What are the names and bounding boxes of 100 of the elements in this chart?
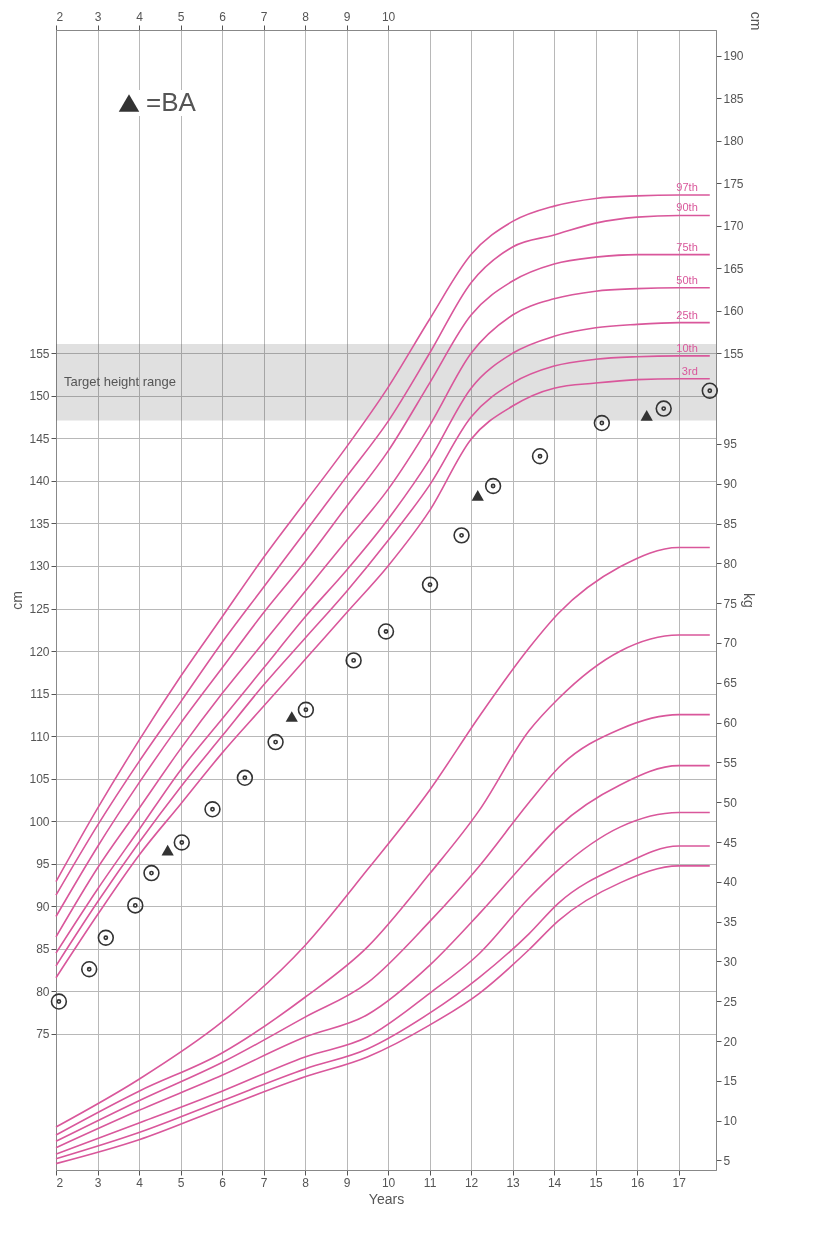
y-tick-label: 130 — [29, 559, 50, 574]
point — [97, 929, 115, 946]
y2-tick-label: 85 — [723, 517, 738, 532]
x2-tick-label: 7 — [260, 9, 268, 24]
point — [421, 576, 439, 593]
point — [655, 400, 672, 417]
y-tick-label: 135 — [29, 516, 50, 531]
point — [484, 477, 502, 495]
x-tick-label: 10 — [381, 1175, 396, 1190]
y2-tick-label: 45 — [723, 835, 738, 850]
y-tick-label: 140 — [29, 474, 50, 489]
x-tick-label: 5 — [177, 1175, 185, 1190]
y2-tick-label: 40 — [723, 875, 738, 890]
y2-tick-label: 75 — [723, 596, 738, 611]
series-label: 3rd — [681, 364, 698, 377]
line-series — [55, 634, 711, 1136]
y-tick-label: 115 — [30, 687, 50, 702]
y2-tick-label: 25 — [723, 994, 738, 1009]
point — [204, 801, 221, 818]
y3-axis-title: cm — [747, 11, 764, 31]
point — [377, 623, 395, 640]
y3-tick-label: 160 — [723, 304, 744, 319]
y2-tick-label: 55 — [723, 755, 738, 770]
x-tick-label: 14 — [547, 1175, 562, 1190]
x2-tick-label: 5 — [177, 9, 185, 24]
y2-axis-title: kg — [740, 593, 757, 608]
y3-tick-label: 175 — [723, 176, 744, 191]
y2-tick-label: 95 — [723, 437, 738, 452]
y-tick-label: 90 — [36, 899, 50, 914]
point — [50, 993, 68, 1010]
series-label: 90th — [676, 201, 698, 214]
x-tick-label: 16 — [630, 1175, 645, 1190]
y-tick-label: 155 — [29, 346, 50, 361]
y2-tick-label: 65 — [723, 676, 738, 691]
y3-tick-label: 155 — [723, 346, 744, 361]
y-tick-label: 85 — [36, 942, 50, 957]
line-series — [55, 546, 711, 1128]
y2-tick-label: 10 — [723, 1114, 738, 1129]
y2-tick-label: 35 — [723, 915, 738, 930]
y2-tick-label: 50 — [723, 795, 738, 810]
x-tick-label: 7 — [260, 1175, 268, 1190]
y2-tick-label: 70 — [723, 636, 738, 651]
point — [701, 382, 718, 399]
series-label: 75th — [676, 240, 698, 253]
x-tick-label: 4 — [136, 1175, 144, 1190]
y-tick-label: 110 — [30, 729, 50, 744]
x2-tick-label: 10 — [381, 9, 396, 24]
y-tick-label: 95 — [36, 857, 50, 872]
point — [173, 834, 190, 851]
point — [267, 733, 284, 751]
point — [297, 701, 315, 718]
y-tick-label: 145 — [29, 431, 50, 446]
y3-tick-label: 180 — [723, 134, 744, 149]
y-tick-label: 75 — [36, 1027, 50, 1042]
y3-tick-label: 165 — [723, 261, 744, 276]
x-tick-label: 9 — [343, 1175, 351, 1190]
x2-tick-label: 3 — [94, 9, 102, 24]
y-tick-label: 80 — [36, 984, 50, 999]
x-tick-label: 13 — [506, 1175, 521, 1190]
point — [345, 652, 362, 669]
point — [453, 527, 470, 544]
x-tick-label: 3 — [94, 1175, 102, 1190]
x-tick-label: 12 — [464, 1175, 479, 1190]
y2-tick-label: 5 — [723, 1153, 731, 1168]
series-label: 50th — [676, 273, 698, 286]
series-label: 25th — [676, 308, 698, 321]
x2-tick-label: 2 — [56, 9, 64, 24]
x-tick-label: 15 — [589, 1175, 604, 1190]
y3-tick-label: 185 — [723, 91, 744, 106]
y2-tick-label: 20 — [723, 1034, 738, 1049]
point — [143, 864, 160, 882]
x2-tick-label: 6 — [219, 9, 227, 24]
y2-tick-label: 60 — [723, 716, 738, 731]
y2-tick-label: 80 — [723, 556, 738, 571]
x-tick-label: 8 — [302, 1175, 310, 1190]
y-tick-label: 100 — [29, 814, 50, 829]
x-tick-label: 17 — [672, 1175, 687, 1190]
series-label: 10th — [676, 341, 698, 354]
x-tick-label: 11 — [423, 1175, 437, 1190]
point — [531, 448, 549, 465]
y3-tick-label: 170 — [723, 219, 744, 234]
y-tick-label: 125 — [29, 602, 50, 617]
y2-tick-label: 15 — [723, 1074, 738, 1089]
x2-tick-label: 4 — [136, 9, 144, 24]
x2-tick-label: 9 — [343, 9, 351, 24]
point — [161, 844, 174, 856]
point — [471, 490, 484, 501]
y2-tick-label: 90 — [723, 477, 738, 492]
series-label: 97th — [676, 181, 698, 194]
point — [593, 414, 611, 432]
y-tick-label: 105 — [29, 772, 50, 787]
point — [285, 711, 298, 722]
x-tick-label: 2 — [56, 1175, 64, 1190]
y-axis-title: cm — [9, 591, 26, 610]
point — [80, 961, 98, 978]
y3-tick-label: 190 — [723, 49, 744, 64]
y-tick-label: 120 — [29, 644, 50, 659]
y2-tick-label: 30 — [723, 954, 738, 969]
x-axis-title: Years — [368, 1190, 405, 1207]
x2-tick-label: 8 — [302, 9, 310, 24]
